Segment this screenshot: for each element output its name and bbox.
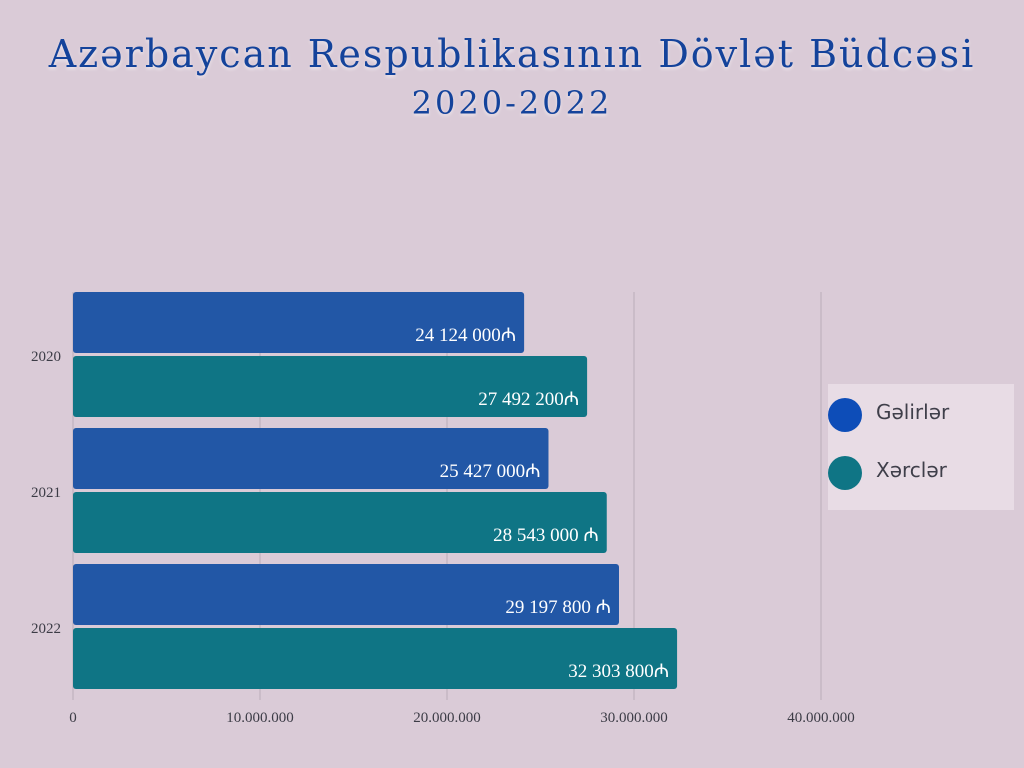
bars: 24 124 000₼ 27 492 200₼ 25 427 000₼ 28 543 … bbox=[73, 292, 678, 689]
bar bbox=[73, 356, 588, 417]
chart-title: Azərbaycan Respublikasının Dövlət Büdcəs… bbox=[48, 32, 976, 76]
bar bbox=[73, 628, 678, 689]
legend-item-expense: Xərclər bbox=[828, 456, 1014, 492]
data-label: 28 543 000 ₼ bbox=[493, 525, 599, 546]
legend-label-expense: Xərclər bbox=[876, 458, 947, 482]
bar bbox=[73, 292, 525, 353]
data-label: 24 124 000₼ bbox=[415, 325, 516, 346]
x-tick-label: 0 bbox=[69, 710, 77, 726]
legend-swatch-revenue bbox=[828, 398, 862, 432]
chart-subtitle: 2020-2022 bbox=[411, 84, 613, 122]
axes: 2020 2021 2022 0 10.000.000 20.000.000 30.000.… bbox=[31, 349, 855, 726]
data-label: 27 492 200₼ bbox=[478, 389, 579, 410]
data-label: 32 303 800₼ bbox=[568, 661, 669, 682]
y-tick-label: 2022 bbox=[31, 621, 61, 637]
data-label: 25 427 000₼ bbox=[440, 461, 541, 482]
legend-item-revenue: Gəlirlər bbox=[828, 398, 1014, 434]
bar bbox=[73, 428, 549, 489]
legend: Gəlirlər Xərclər bbox=[828, 384, 1014, 510]
x-tick-label: 30.000.000 bbox=[600, 710, 668, 726]
data-label: 29 197 800 ₼ bbox=[505, 597, 611, 618]
bar bbox=[73, 564, 619, 625]
x-tick-label: 20.000.000 bbox=[413, 710, 481, 726]
x-tick-label: 10.000.000 bbox=[226, 710, 294, 726]
bar bbox=[73, 492, 607, 553]
legend-label-revenue: Gəlirlər bbox=[876, 400, 950, 424]
legend-swatch-expense bbox=[828, 456, 862, 490]
x-tick-label: 40.000.000 bbox=[787, 710, 855, 726]
y-tick-label: 2021 bbox=[31, 485, 61, 501]
y-tick-label: 2020 bbox=[31, 349, 61, 365]
